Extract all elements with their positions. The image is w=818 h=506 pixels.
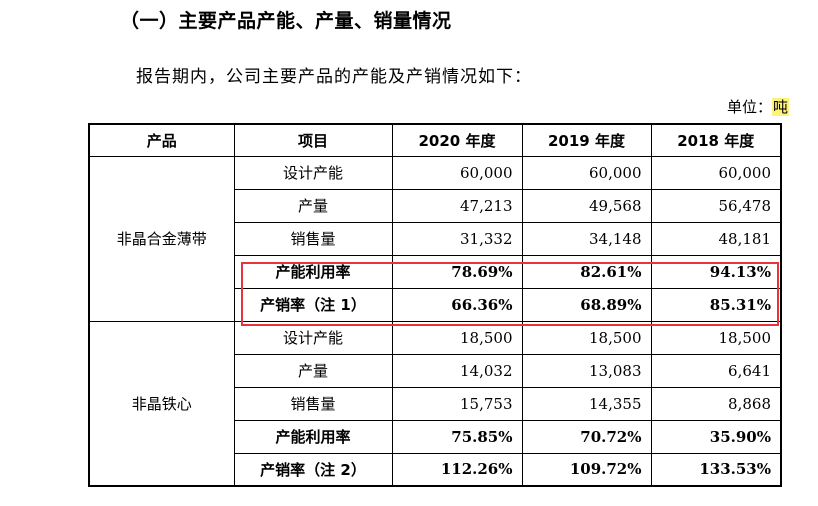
value-2020: 18,500 — [391, 320, 523, 355]
unit-note: 单位：吨 — [727, 96, 789, 117]
value-2019: 34,148 — [521, 221, 652, 256]
row-item: 销售量 — [233, 386, 393, 421]
table-row: 非晶合金薄带 设计产能 60,000 60,000 60,000 — [88, 155, 782, 322]
table-row: 销售量 31,332 34,148 48,181 — [89, 221, 782, 256]
value-2019: 13,083 — [521, 353, 652, 388]
row-item: 产量 — [233, 188, 393, 223]
value-2019: 14,355 — [521, 386, 652, 421]
value-2020: 60,000 — [391, 155, 523, 190]
row-item: 产销率（注 1） — [233, 287, 393, 322]
value-2019: 82.61% — [521, 254, 652, 289]
value-2020: 66.36% — [391, 287, 523, 322]
table-row: 产销率（注 2） 112.26% 109.72% 133.53% — [89, 452, 782, 487]
value-2020: 15,753 — [391, 386, 523, 421]
unit-label: 单位： — [726, 98, 772, 116]
value-2018: 48,181 — [650, 221, 782, 256]
value-2019: 18,500 — [521, 320, 652, 355]
table-row: 产能利用率 75.85% 70.72% 35.90% — [89, 419, 782, 454]
value-2018: 85.31% — [650, 287, 782, 322]
row-item: 产量 — [233, 353, 393, 388]
row-item: 设计产能 — [233, 155, 393, 190]
value-2018: 60,000 — [650, 155, 782, 190]
header-2019: 2019 年度 — [521, 123, 652, 157]
value-2020: 75.85% — [391, 419, 523, 454]
value-2020: 14,032 — [391, 353, 523, 388]
header-2018: 2018 年度 — [650, 123, 782, 157]
value-2019: 60,000 — [521, 155, 652, 190]
value-2020: 112.26% — [391, 452, 523, 487]
header-product: 产品 — [88, 123, 235, 157]
row-item: 产销率（注 2） — [233, 452, 393, 487]
value-2019: 49,568 — [521, 188, 652, 223]
value-2020: 31,332 — [391, 221, 523, 256]
table-row: 产量 47,213 49,568 56,478 — [89, 188, 782, 223]
section-heading: （一）主要产品产能、产量、销量情况 — [120, 10, 452, 32]
row-item: 产能利用率 — [233, 419, 393, 454]
table-row: 产能利用率 78.69% 82.61% 94.13% — [89, 254, 782, 289]
value-2018: 133.53% — [650, 452, 782, 487]
value-2018: 18,500 — [650, 320, 782, 355]
value-2018: 8,868 — [650, 386, 782, 421]
product-name: 非晶铁心 — [88, 320, 235, 487]
table-row: 产销率（注 1） 66.36% 68.89% 85.31% — [89, 287, 782, 322]
unit-value: 吨 — [771, 98, 789, 116]
value-2018: 6,641 — [650, 353, 782, 388]
value-2018: 56,478 — [650, 188, 782, 223]
value-2020: 78.69% — [391, 254, 523, 289]
intro-paragraph: 报告期内，公司主要产品的产能及产销情况如下： — [136, 67, 532, 87]
table-row: 产量 14,032 13,083 6,641 — [89, 353, 782, 388]
table-row: 非晶铁心 设计产能 18,500 18,500 18,500 — [88, 320, 782, 487]
row-item: 设计产能 — [233, 320, 393, 355]
table-header-row: 产品 项目 2020 年度 2019 年度 2018 年度 — [88, 123, 782, 157]
header-2020: 2020 年度 — [391, 123, 523, 157]
value-2019: 70.72% — [521, 419, 652, 454]
table-row: 销售量 15,753 14,355 8,868 — [89, 386, 782, 421]
row-item: 销售量 — [233, 221, 393, 256]
value-2019: 68.89% — [521, 287, 652, 322]
capacity-table: 产品 项目 2020 年度 2019 年度 2018 年度 非晶合金薄带 设计产… — [88, 123, 782, 487]
value-2019: 109.72% — [521, 452, 652, 487]
product-name: 非晶合金薄带 — [88, 155, 235, 322]
value-2018: 94.13% — [650, 254, 782, 289]
header-item: 项目 — [233, 123, 393, 157]
value-2020: 47,213 — [391, 188, 523, 223]
row-item: 产能利用率 — [233, 254, 393, 289]
value-2018: 35.90% — [650, 419, 782, 454]
